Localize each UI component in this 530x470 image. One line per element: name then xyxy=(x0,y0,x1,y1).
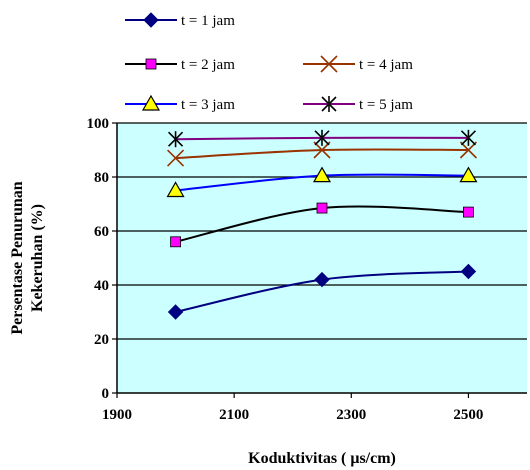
legend-item-5: t = 5 jam xyxy=(303,96,413,113)
x-tick-label-2300: 2300 xyxy=(336,407,366,423)
y-tick-label-40: 40 xyxy=(94,278,109,294)
y-axis-label: Persentase Penurunan Kekeruhan (%) xyxy=(9,181,46,334)
series-5 xyxy=(168,129,476,148)
data-point-s4-3 xyxy=(459,141,477,159)
legend-label-3: t = 3 jam xyxy=(181,97,235,113)
data-point-s1-2 xyxy=(314,271,330,288)
data-point-s5-1 xyxy=(168,131,184,148)
legend-item-1: t = 1 jam xyxy=(125,12,235,29)
legend-marker-2 xyxy=(145,58,157,70)
data-point-s3-2 xyxy=(312,166,332,183)
data-point-s4-2 xyxy=(313,141,331,159)
series-3 xyxy=(166,166,478,198)
data-point-s5-3 xyxy=(460,129,476,146)
y-tick-label-80: 80 xyxy=(94,170,109,186)
x-tick-label-1900: 1900 xyxy=(102,407,132,423)
data-point-s4-1 xyxy=(167,149,185,167)
x-tick-label-2500: 2500 xyxy=(453,407,483,423)
legend-marker-5 xyxy=(321,96,337,112)
legend-label-5: t = 5 jam xyxy=(359,97,413,113)
data-point-s3-1 xyxy=(166,181,185,198)
legend-label-4: t = 4 jam xyxy=(359,57,413,73)
data-point-s4-1-stroke-b xyxy=(167,149,185,167)
data-point-s3-3 xyxy=(459,166,478,183)
tick-labels: 0 20 40 60 80 100 1900 2100 2300 2500 xyxy=(87,116,484,423)
legend-label-1: t = 1 jam xyxy=(181,13,235,29)
y-axis-label-line-1: Persentase Penurunan xyxy=(9,181,26,334)
data-point-s2-1 xyxy=(170,236,181,248)
data-point-s1-3 xyxy=(460,263,477,280)
legend-item-2: t = 2 jam xyxy=(125,57,235,73)
y-tick-label-100: 100 xyxy=(87,116,110,132)
legend-marker-4 xyxy=(320,55,338,73)
series-2 xyxy=(170,202,474,248)
y-tick-label-60: 60 xyxy=(94,224,109,240)
series-1 xyxy=(167,263,477,320)
legend-marker-4-stroke-b xyxy=(320,55,338,73)
data-point-s5-2 xyxy=(314,129,330,146)
legend: t = 1 jam t = 2 jam t = 3 jam t = 4 jam t = … xyxy=(125,12,413,113)
series-4 xyxy=(167,141,477,167)
legend-item-4: t = 4 jam xyxy=(303,55,413,73)
data-point-s4-3-stroke-b xyxy=(459,141,477,159)
plot-area xyxy=(117,123,527,393)
data-point-s2-2 xyxy=(316,202,328,214)
legend-label-2: t = 2 jam xyxy=(181,57,235,73)
series-group xyxy=(166,129,478,320)
x-tick-label-2100: 2100 xyxy=(219,407,249,423)
legend-marker-3 xyxy=(141,94,161,111)
y-tick-label-0: 0 xyxy=(102,386,110,402)
data-point-s2-3 xyxy=(463,206,474,218)
data-point-s4-2-stroke-b xyxy=(313,141,331,159)
y-axis-label-line-2: Kekeruhan (%) xyxy=(29,204,46,312)
y-tick-label-20: 20 xyxy=(94,332,109,348)
axes xyxy=(116,123,527,394)
x-axis-label: Koduktivitas ( μs/cm) xyxy=(248,450,396,467)
data-point-s1-1 xyxy=(167,304,184,320)
legend-marker-1 xyxy=(143,12,159,28)
legend-item-3: t = 3 jam xyxy=(125,94,235,113)
